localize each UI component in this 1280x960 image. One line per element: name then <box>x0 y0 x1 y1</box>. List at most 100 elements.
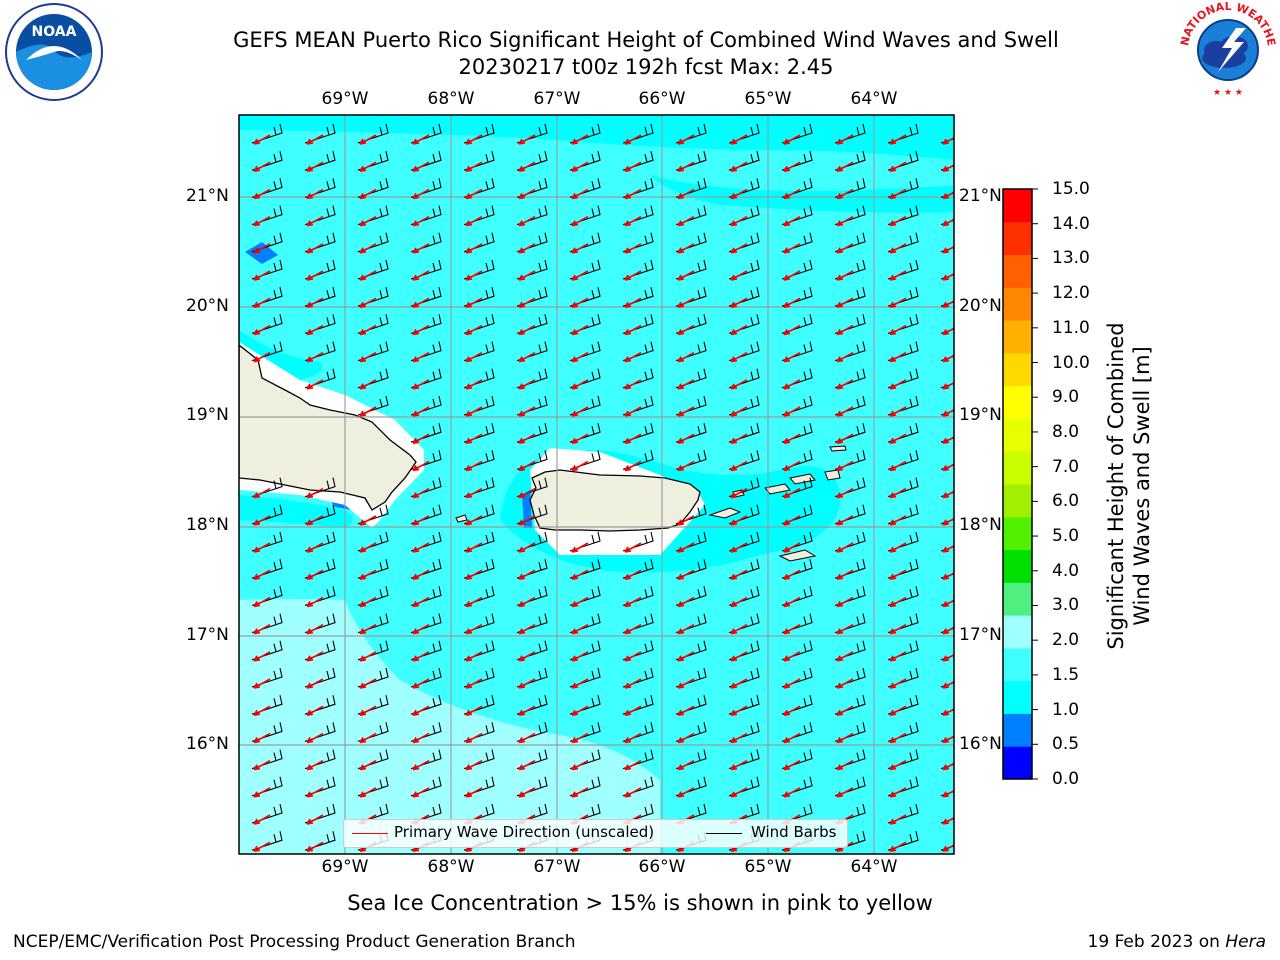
wave-direction-arrow <box>889 732 907 744</box>
wave-direction-arrow <box>942 844 954 852</box>
lon-label-bottom: 67°W <box>533 857 581 877</box>
wave-direction-arrow <box>253 134 271 145</box>
wave-direction-arrow <box>677 705 695 716</box>
wave-direction-arrow <box>465 542 483 553</box>
wave-direction-arrow <box>942 762 954 771</box>
lat-label-left: 16°N <box>186 734 229 754</box>
wave-direction-arrow <box>518 297 536 308</box>
wave-direction-arrow <box>624 705 642 716</box>
wave-direction-arrow <box>783 433 801 444</box>
wave-direction-arrow <box>465 161 483 172</box>
wave-direction-arrow <box>253 297 271 308</box>
wave-direction-arrow <box>518 787 536 798</box>
wave-direction-arrow <box>571 623 589 635</box>
wave-direction-arrow <box>571 759 589 771</box>
wave-direction-arrow <box>677 188 695 200</box>
lat-label-left: 20°N <box>186 296 229 316</box>
wave-direction-arrow <box>624 270 642 281</box>
wave-direction-arrow <box>942 136 954 145</box>
wave-direction-arrow <box>412 460 430 472</box>
colorbar-tick-label: 2.0 <box>1052 630 1080 651</box>
colorbar-tick-label: 9.0 <box>1052 387 1080 408</box>
wave-direction-arrow <box>359 732 377 744</box>
wave-direction-arrow <box>518 270 536 281</box>
wave-band-2.0 <box>239 599 660 854</box>
wave-direction-arrow <box>306 623 324 635</box>
wave-direction-arrow <box>677 678 695 689</box>
wave-direction-arrow <box>889 406 907 417</box>
colorbar-tick-label: 8.0 <box>1052 421 1080 442</box>
colorbar-tick-label: 1.5 <box>1052 664 1080 685</box>
wave-direction-arrow <box>306 515 324 526</box>
wave-direction-arrow <box>306 134 324 145</box>
wave-direction-arrow <box>836 270 854 281</box>
wave-direction-arrow <box>889 351 907 363</box>
wave-direction-arrow <box>783 705 801 716</box>
colorbar-segment <box>1003 320 1032 354</box>
wave-direction-arrow <box>306 297 324 308</box>
wave-direction-arrow <box>730 134 748 145</box>
wave-direction-arrow <box>624 215 642 227</box>
wave-direction-arrow <box>571 596 589 608</box>
wave-direction-arrow <box>942 735 954 744</box>
wave-direction-arrow <box>253 324 271 336</box>
wave-direction-arrow <box>253 814 271 825</box>
wave-band-1.0 <box>650 175 954 213</box>
wave-direction-arrow <box>730 460 748 472</box>
wave-direction-arrow <box>518 569 536 580</box>
wave-direction-arrow <box>730 623 748 635</box>
colorbar-segment <box>1003 647 1032 682</box>
graticule <box>239 115 954 854</box>
hispaniola-land <box>239 344 417 511</box>
wave-direction-arrow <box>836 596 854 608</box>
wave-direction-arrow <box>836 324 854 336</box>
colorbar-tick-label: 0.5 <box>1052 734 1080 755</box>
wave-direction-arrow <box>359 270 377 281</box>
wave-direction-arrow <box>889 134 907 145</box>
colorbar-segment <box>1003 254 1032 288</box>
lat-label-left: 18°N <box>186 515 229 535</box>
wave-direction-arrow <box>942 300 954 308</box>
wave-direction-arrow <box>783 487 801 499</box>
wave-direction-arrow <box>624 351 642 363</box>
wave-direction-arrow <box>412 161 430 172</box>
wave-direction-arrow <box>730 705 748 716</box>
wave-direction-arrow <box>465 487 483 499</box>
colorbar-tick-label: 12.0 <box>1052 283 1090 304</box>
wave-direction-arrow <box>412 787 430 798</box>
colorbar-segment <box>1003 549 1032 583</box>
wave-direction-arrow <box>730 542 748 553</box>
wave-direction-arrow <box>465 324 483 336</box>
wave-direction-arrow <box>571 297 589 308</box>
wave-direction-arrow <box>412 651 430 662</box>
wave-direction-arrow <box>889 651 907 662</box>
wave-direction-arrow <box>359 351 377 363</box>
wave-direction-arrow <box>942 436 954 444</box>
wave-direction-arrow <box>942 517 954 526</box>
colorbar-segment <box>1003 418 1032 452</box>
wave-direction-arrow <box>518 542 536 553</box>
wave-direction-arrow <box>889 542 907 553</box>
footer-date-text: 19 Feb 2023 on <box>1087 932 1226 952</box>
map-field <box>239 115 954 854</box>
wave-direction-arrow <box>889 841 907 852</box>
wave-direction-arrow <box>412 487 430 499</box>
wave-direction-arrow <box>624 759 642 771</box>
wave-direction-arrow <box>306 596 324 608</box>
footer-date: 19 Feb 2023 on Hera <box>1088 932 1266 952</box>
wave-direction-arrow <box>306 379 324 390</box>
wave-direction-arrow <box>624 651 642 662</box>
wave-direction-arrow <box>306 787 324 798</box>
wave-direction-arrow <box>783 351 801 363</box>
wave-direction-arrow <box>306 651 324 662</box>
wave-direction-arrow <box>677 406 695 417</box>
lon-label-bottom: 66°W <box>638 857 686 877</box>
lon-label-bottom: 64°W <box>850 857 898 877</box>
wave-direction-arrow <box>253 841 271 852</box>
colorbar-segment <box>1003 221 1032 256</box>
wave-direction-arrow <box>571 651 589 662</box>
lat-label-left: 19°N <box>186 405 229 425</box>
wave-direction-arrow <box>624 678 642 689</box>
sea-ice-caption: Sea Ice Concentration > 15% is shown in … <box>347 891 933 915</box>
wave-direction-arrow <box>836 705 854 716</box>
